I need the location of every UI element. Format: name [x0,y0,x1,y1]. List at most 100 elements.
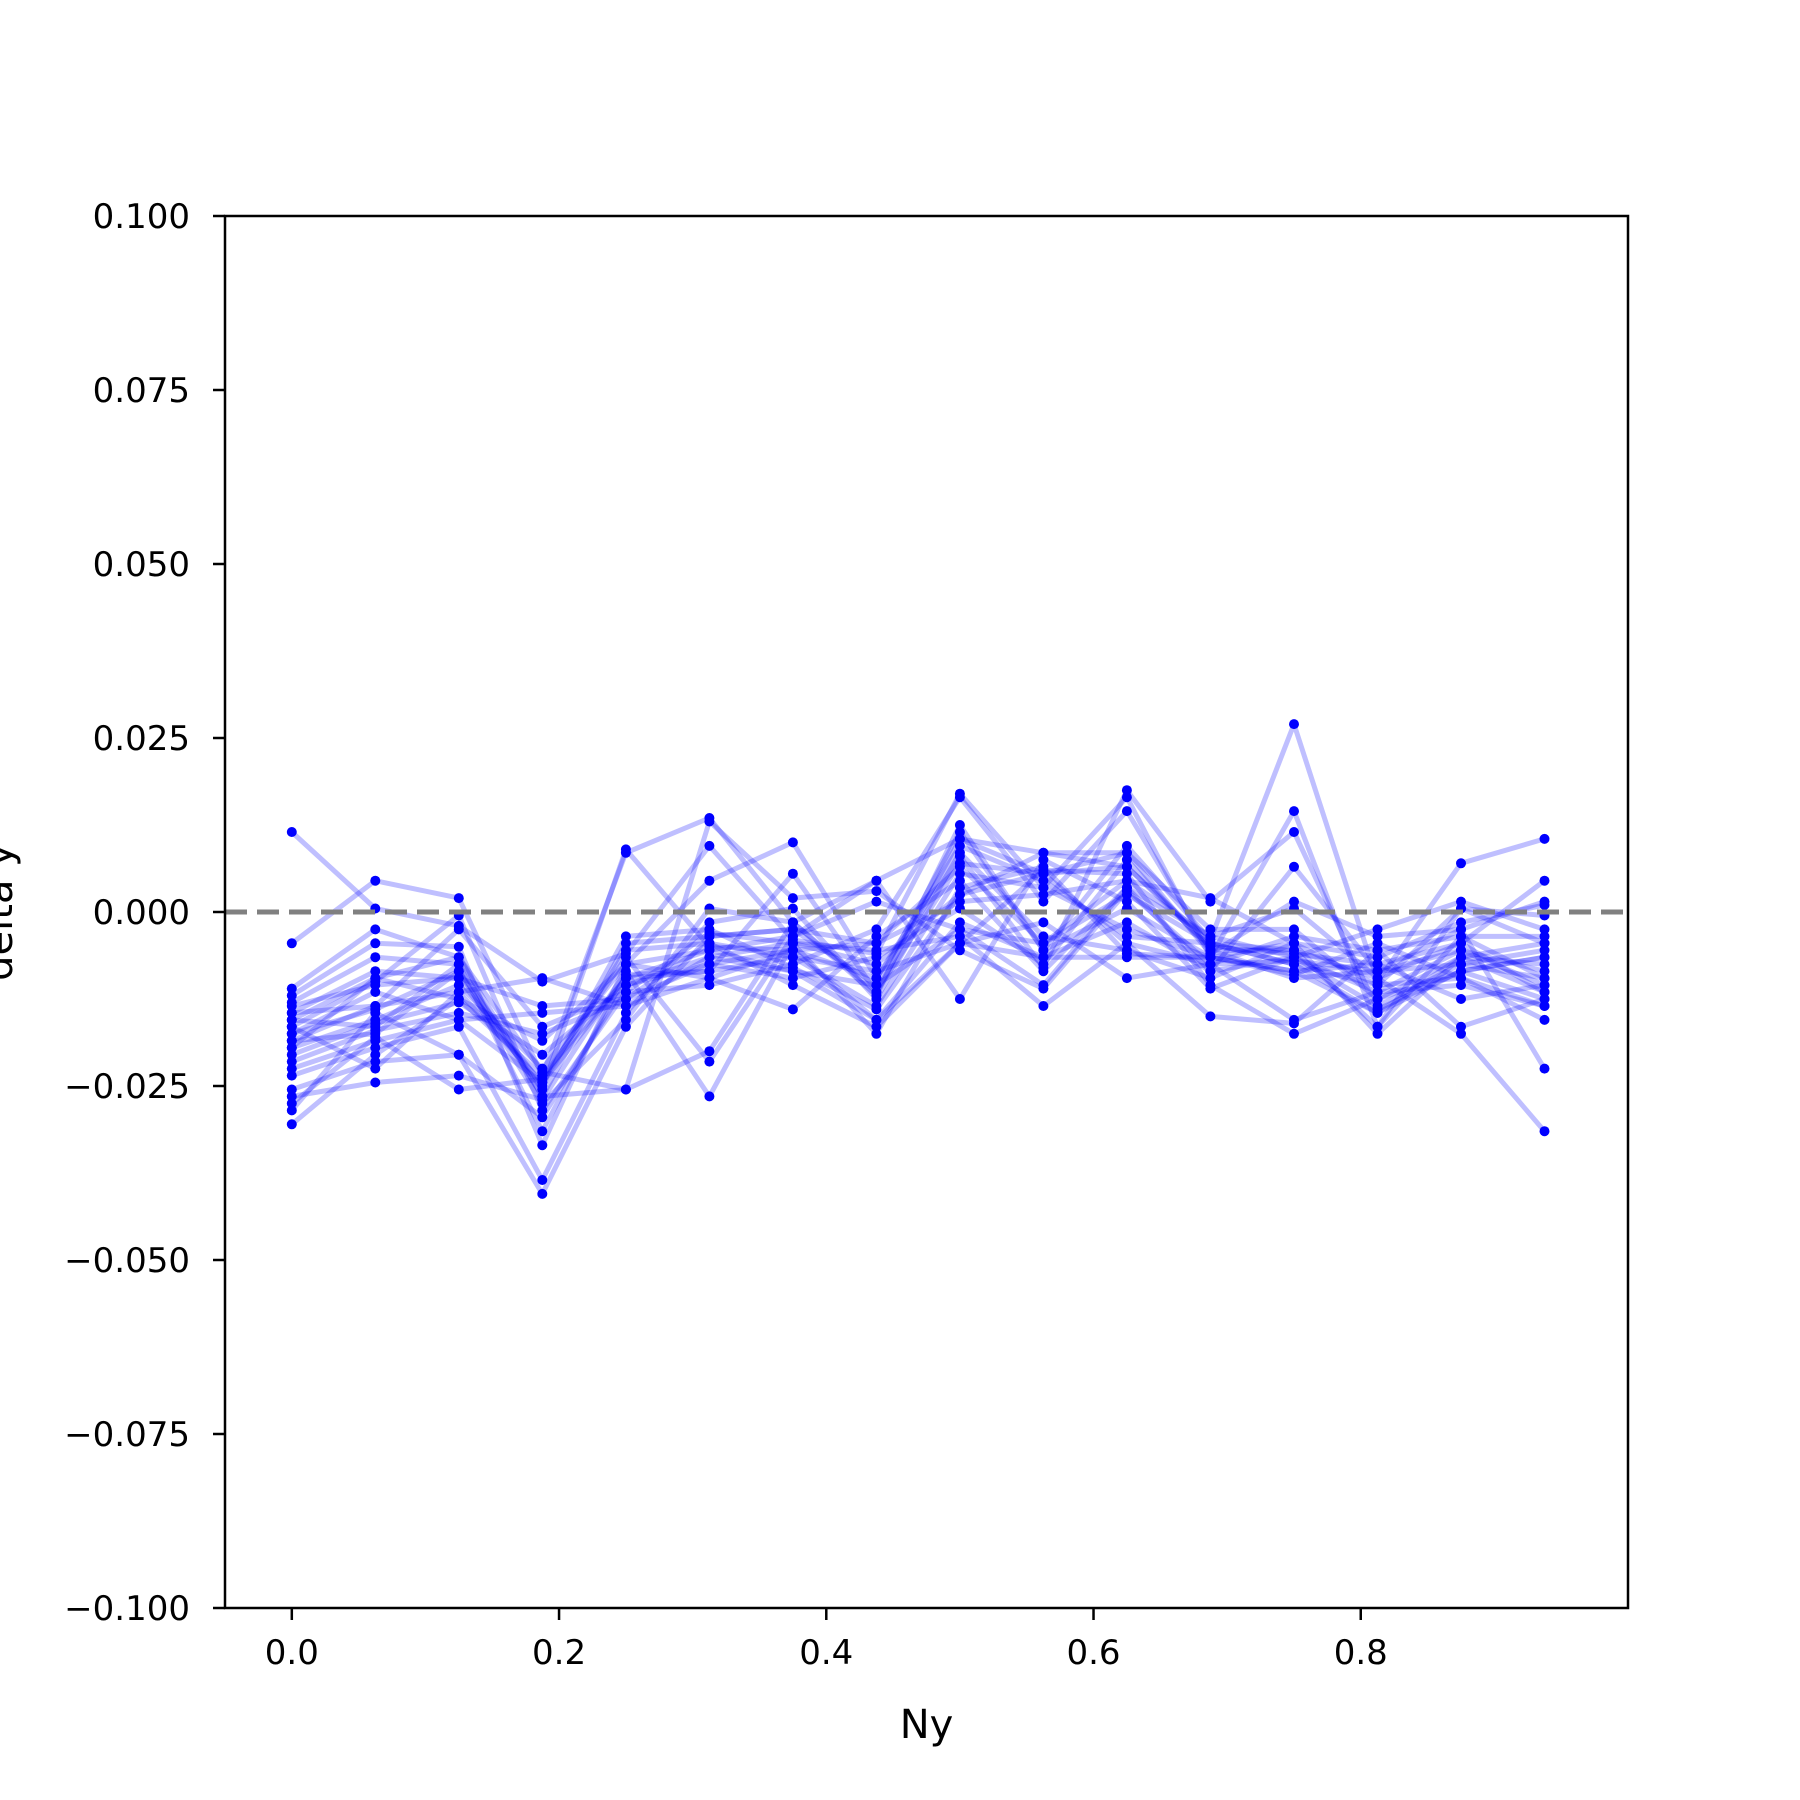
data-point [787,924,798,935]
series-line [291,794,1546,1030]
data-point [1539,896,1550,907]
data-point [620,844,631,855]
data-point [1205,952,1216,963]
data-point [954,917,965,928]
data-point [370,987,381,997]
series-line [291,892,1545,1072]
data-point [370,1056,381,1067]
data-point [1205,924,1216,935]
data-point [1038,931,1049,942]
data-point [453,980,464,991]
data-point [704,973,715,984]
data-point [620,1007,631,1018]
data-point [1539,966,1550,977]
y-tick-label: 0.075 [93,371,190,411]
data-point [1289,973,1299,984]
data-point [453,1084,464,1095]
data-point [620,1084,631,1095]
series-line [291,829,1545,1197]
y-tick-label: 0.100 [93,197,190,237]
data-point [286,1042,297,1053]
data-point [954,931,965,942]
y-tick-label: 0.000 [93,893,190,933]
data-point [1456,924,1466,935]
data-point [1456,858,1466,869]
data-point [954,868,965,879]
data-point [954,840,965,851]
data-point [1539,987,1550,997]
data-point [1539,875,1550,886]
data-point [954,861,965,872]
data-point [1289,952,1299,963]
data-point [1121,952,1132,963]
series-line [290,857,1546,1106]
data-point [1121,840,1132,851]
series-18 [286,854,1550,1109]
data-point [1372,938,1383,949]
data-point [954,833,965,844]
data-point [1539,945,1550,956]
data-point [1038,868,1049,879]
data-point [1289,861,1299,872]
data-point [871,1014,882,1025]
data-point [704,952,715,963]
data-point [286,1007,297,1018]
data-point [537,1035,548,1046]
series-line [291,836,1545,1106]
data-point [704,980,715,991]
data-point [453,973,464,984]
data-point [370,1007,381,1018]
x-tick-label: 0.2 [532,1633,586,1673]
data-point [1038,945,1049,956]
data-point [1456,966,1466,977]
data-point [871,924,882,935]
data-point [871,987,882,997]
data-point [871,1028,882,1039]
data-point [1038,875,1049,886]
data-point [1121,889,1132,900]
series-line [290,864,1546,1085]
data-point [1121,896,1132,907]
data-point [787,973,798,984]
data-point [453,987,464,997]
y-axis-label: delta y [0,843,22,981]
data-point [620,952,631,963]
data-point [954,792,965,803]
data-point [453,1021,464,1032]
data-point [954,896,965,907]
data-point [370,1021,381,1032]
data-point [871,945,882,956]
data-point [1539,938,1550,949]
data-point [1121,806,1132,817]
data-point [1372,1001,1383,1011]
series-2 [286,719,1550,1081]
data-point [871,1021,882,1032]
data-point [871,952,882,963]
series-line [290,940,1546,1050]
x-tick-label: 0.4 [799,1633,853,1673]
data-point [370,875,381,886]
data-point [1038,896,1049,907]
series-24 [286,847,1550,1074]
data-point [1372,952,1383,963]
data-point [620,980,631,991]
series-line [290,919,1546,1058]
data-point [537,1126,548,1137]
data-point [1456,973,1466,984]
data-point [1372,980,1383,991]
data-point [1372,987,1383,997]
data-point [787,980,798,991]
series-line [290,846,1546,1092]
data-point [453,966,464,977]
data-point [704,924,715,935]
data-point [537,1175,548,1185]
data-point [1456,952,1466,963]
data-point [1539,1063,1550,1074]
data-point [704,1091,715,1102]
data-point [537,1098,548,1109]
series-line [290,864,1546,1113]
data-point [1121,924,1132,935]
series-22 [286,917,1550,1032]
data-point [1038,980,1049,991]
data-point [1121,945,1132,956]
